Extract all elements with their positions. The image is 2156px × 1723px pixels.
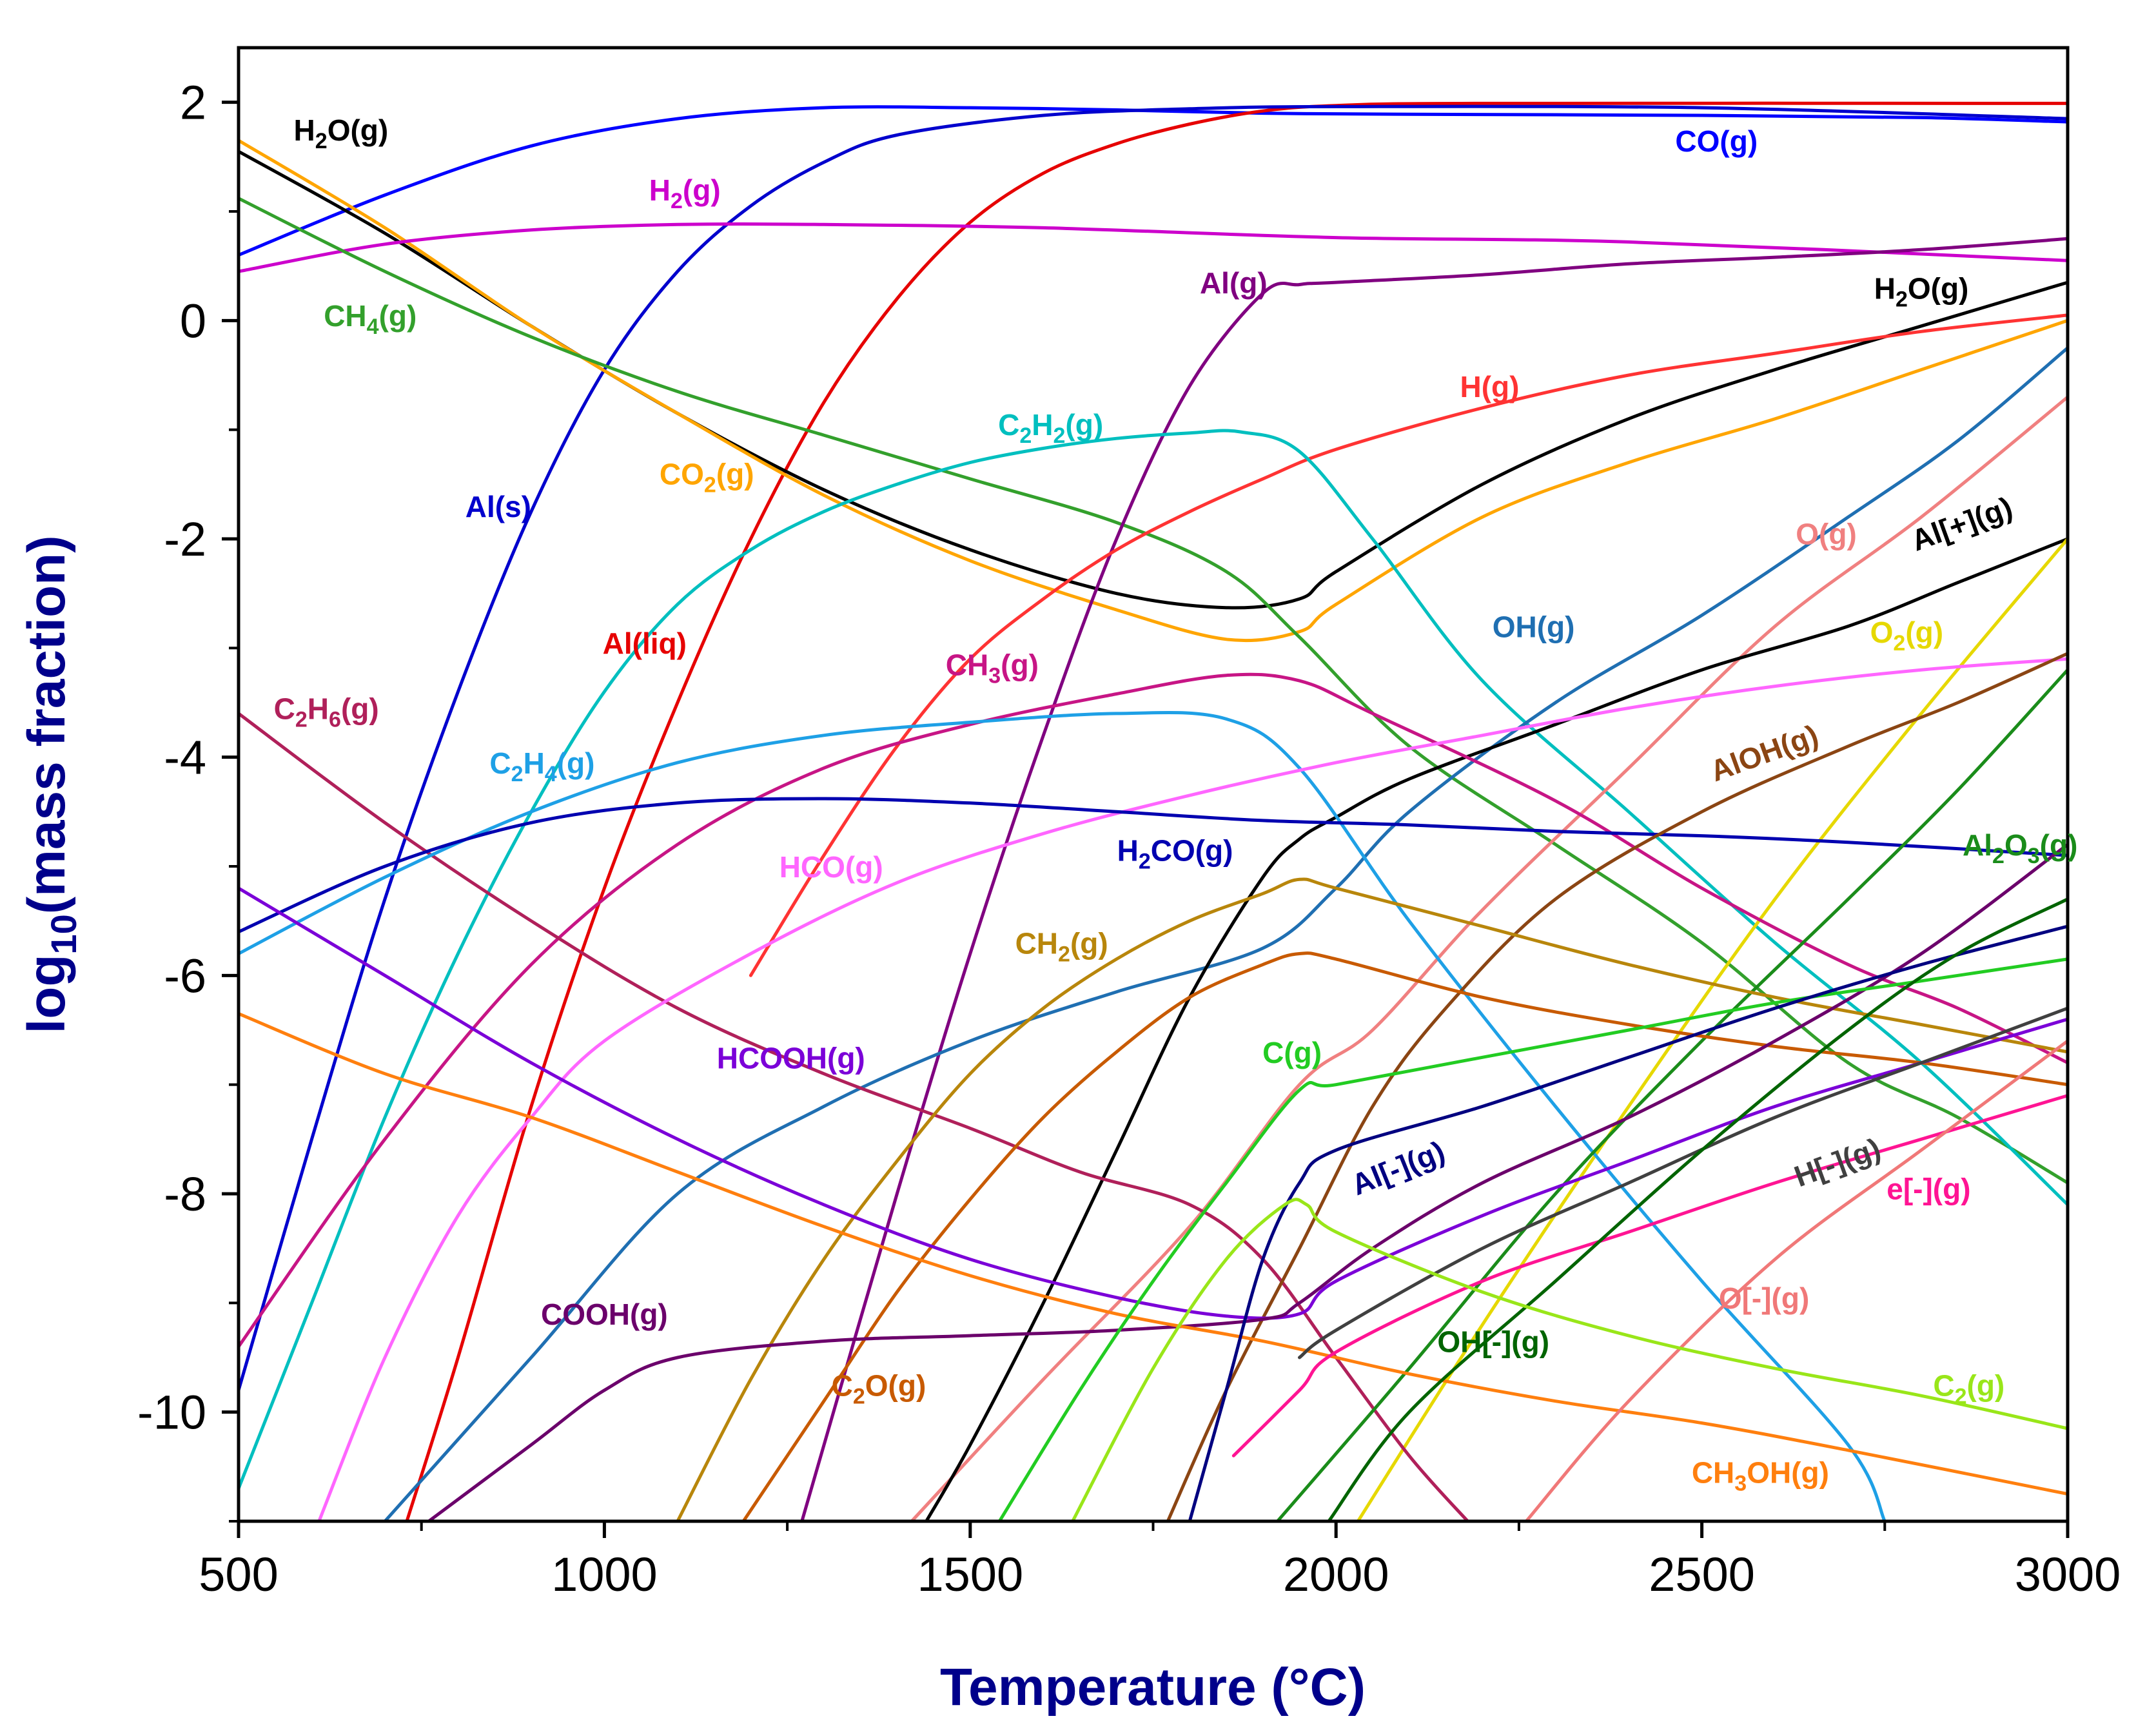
x-tick-label: 2000 xyxy=(1283,1548,1389,1601)
series-label-al2o3-g: Al2O3(g) xyxy=(1963,828,2077,868)
series-label-h-g: H(g) xyxy=(1460,370,1520,404)
series-line-al-liq xyxy=(405,101,2068,1521)
series-layer xyxy=(239,101,2068,1521)
series-label-al-liq: Al(liq) xyxy=(603,627,687,660)
series-line-c2o-g xyxy=(741,951,2068,1521)
series-line-ch4-g xyxy=(239,197,2068,1185)
x-tick-label: 500 xyxy=(199,1548,278,1601)
series-label-co2-g: CO2(g) xyxy=(660,457,754,497)
series-label-o-g: O[-](g) xyxy=(1719,1281,1809,1315)
series-line-hcooh-g xyxy=(239,886,2068,1320)
x-tick-label: 1000 xyxy=(551,1548,658,1601)
series-line-h-g xyxy=(749,313,2068,977)
y-axis-title-rest: (mass fraction) xyxy=(17,535,76,914)
series-line-ch3-g xyxy=(239,672,2068,1348)
series-line-c2-g xyxy=(1071,1198,2068,1521)
series-line-oh-g xyxy=(1327,897,2068,1521)
series-line-hco-g xyxy=(317,657,2068,1521)
series-label-hco-g: HCO(g) xyxy=(779,850,883,884)
series-label-c2h4-g: C2H4(g) xyxy=(489,746,594,786)
series-label-co-g: CO(g) xyxy=(1675,124,1758,158)
y-axis-title-sub: 10 xyxy=(43,914,84,954)
series-label-al-s: Al(s) xyxy=(466,490,531,523)
series-line-e-g xyxy=(1231,1094,2068,1457)
x-tick-label: 1500 xyxy=(917,1548,1023,1601)
y-axis-title: log10(mass fraction) xyxy=(17,535,84,1033)
series-label-cooh-g: COOH(g) xyxy=(541,1298,668,1331)
series-label-oh-g: OH[-](g) xyxy=(1437,1325,1549,1359)
x-tick-label: 2500 xyxy=(1649,1548,1755,1601)
series-line-o-g xyxy=(1524,1039,2068,1521)
y-tick-label: -4 xyxy=(164,731,206,784)
x-tick-label: 3000 xyxy=(2015,1548,2121,1601)
series-label-h2co-g: H2CO(g) xyxy=(1117,834,1233,874)
series-label-e-g: e[-](g) xyxy=(1886,1172,1970,1205)
series-line-h2co-g xyxy=(239,797,2068,934)
x-axis-title: Temperature (°C) xyxy=(940,1658,1366,1717)
series-line-oh-g xyxy=(383,346,2068,1521)
series-label-ch4-g: CH4(g) xyxy=(324,299,416,339)
series-label-ch3oh-g: CH3OH(g) xyxy=(1692,1456,1829,1496)
series-label-h2o-g-label-2: H2O(g) xyxy=(1874,271,1969,311)
axes-layer: 500 1000 1500 2000 2500 3000 2 0 -2 -4 -6 -8 -10 xyxy=(137,76,2121,1601)
series-label-hcooh-g: HCOOH(g) xyxy=(717,1041,865,1075)
series-line-h2-g xyxy=(239,222,2068,273)
y-tick-label: -10 xyxy=(137,1386,206,1439)
y-axis-title-main: log xyxy=(17,955,76,1034)
series-line-ch2-g xyxy=(676,877,2068,1521)
y-tick-label: -8 xyxy=(164,1167,206,1221)
series-line-ch3oh-g xyxy=(239,1012,2068,1496)
series-label-al-g: Al(g) xyxy=(1200,266,1268,300)
series-line-c2h4-g xyxy=(239,710,1886,1521)
series-label-o-g: O(g) xyxy=(1796,517,1857,550)
series-label-h2-g: H2(g) xyxy=(649,173,721,213)
series-label-c2-g: C2(g) xyxy=(1933,1368,2004,1408)
series-line-al-g xyxy=(925,537,2068,1521)
series-label-o2-g: O2(g) xyxy=(1870,616,1943,656)
series-label-ch2-g: CH2(g) xyxy=(1015,926,1108,966)
series-label-c2o-g: C2O(g) xyxy=(832,1368,926,1408)
series-line-h-g xyxy=(1298,1006,2068,1359)
series-label-c2h2-g: C2H2(g) xyxy=(998,408,1103,448)
series-line-c-g xyxy=(997,957,2068,1521)
y-tick-label: -2 xyxy=(164,512,206,566)
series-line-co2-g xyxy=(239,139,2068,643)
series-line-al-g xyxy=(800,237,2068,1521)
y-tick-label: 2 xyxy=(180,76,206,130)
y-tick-label: -6 xyxy=(164,949,206,1002)
series-label-c-g: C(g) xyxy=(1262,1036,1322,1069)
series-line-al-g xyxy=(1188,924,2068,1521)
series-line-o2-g xyxy=(1356,537,2068,1521)
y-tick-label: 0 xyxy=(180,294,206,347)
series-label-oh-g: OH(g) xyxy=(1493,610,1575,643)
series-line-c2h2-g xyxy=(239,429,2068,1490)
series-line-cooh-g xyxy=(427,842,2068,1521)
series-line-al-s xyxy=(239,104,2068,1392)
series-line-co-g xyxy=(239,105,2068,257)
series-label-ch3-g: CH3(g) xyxy=(946,648,1039,688)
series-label-c2h6-g: C2H6(g) xyxy=(274,692,379,732)
series-line-al2o3-g xyxy=(1275,668,2068,1521)
series-label-h2o-g: H2O(g) xyxy=(294,113,389,153)
